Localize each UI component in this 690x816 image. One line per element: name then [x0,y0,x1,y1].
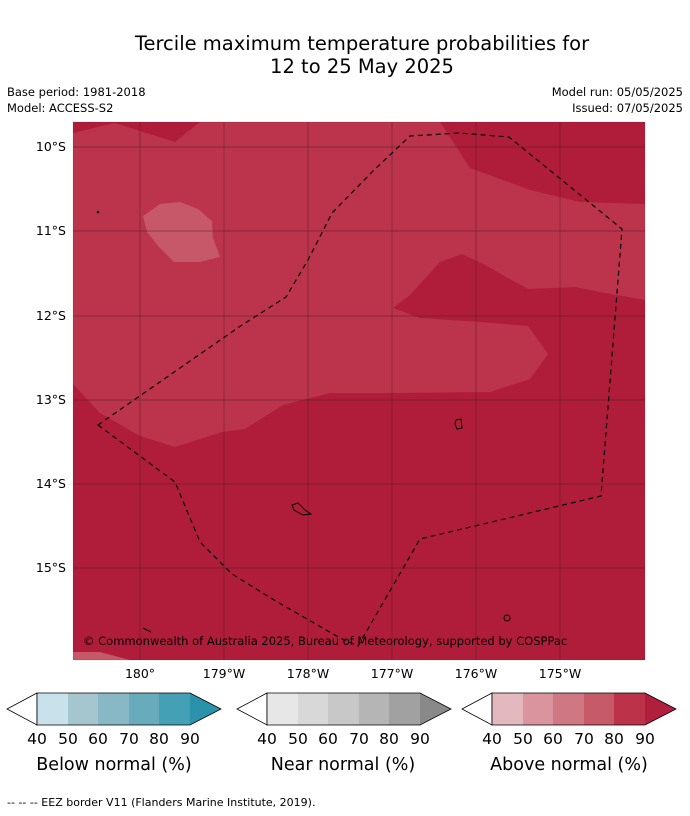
tick-above: 90 [635,730,655,748]
longitude-labels: 180° 179°W 178°W 177°W 176°W 175°W [125,666,581,681]
colorbar-min-arrow [461,692,493,726]
island-south-east [503,614,511,622]
colorbar-swatch [159,693,190,725]
map-frame [72,121,646,661]
island-nukulaelae [454,418,463,430]
shade-80-region [73,122,645,447]
colorbar-swatch [267,693,298,725]
colorbar-swatch [328,693,359,725]
colorbar-max-arrow [645,693,676,725]
colorbar-swatch [359,693,389,725]
tick-above: 70 [574,730,594,748]
shade-70-region [143,202,220,262]
colorbar-title-above: Above normal (%) [490,755,648,775]
eez-legend-note: -- -- -- EEZ border V11 (Flanders Marine… [7,796,316,809]
tick-near: 40 [257,730,277,748]
colorbar-titles: Below normal (%) Near normal (%) Above n… [36,755,648,775]
tick-near: 80 [379,730,399,748]
tick-below: 90 [180,730,200,748]
lat-label: 12°S [36,308,66,323]
tick-near: 90 [410,730,430,748]
graticule [73,122,645,660]
tick-below: 80 [149,730,169,748]
colorbar-swatch [298,693,328,725]
colorbar-title-near: Near normal (%) [271,755,416,775]
metadata-left: Base period: 1981-2018 Model: ACCESS-S2 [7,84,146,116]
colorbar-below-normal [6,692,222,726]
colorbar-swatch [68,693,98,725]
colorbar-swatch [614,693,645,725]
colorbar-near-normal [236,692,452,726]
base-period: Base period: 1981-2018 [7,85,146,99]
tick-above: 50 [513,730,533,748]
colorbar-swatch [37,693,68,725]
eez-border [96,132,623,647]
tick-below: 50 [58,730,78,748]
colorbar-ticks: 40 50 60 70 80 90 40 50 60 70 80 90 40 5… [27,730,655,748]
lon-label: 177°W [371,666,413,681]
colorbar-max-arrow [190,693,221,725]
island-funafuti [291,502,313,516]
copyright-text: © Commonwealth of Australia 2025, Bureau… [83,634,567,648]
lon-label: 179°W [203,666,245,681]
islands [96,210,511,633]
island-small-west [142,627,152,633]
colorbar-swatch [492,693,523,725]
lat-label: 11°S [36,223,66,238]
colorbar-swatch [553,693,584,725]
title-line-2: 12 to 25 May 2025 [270,55,454,78]
lat-label: 13°S [36,392,66,407]
lon-label: 180° [125,666,155,681]
island-north-west [96,210,100,214]
chart-title: Tercile maximum temperature probabilitie… [0,32,690,78]
metadata-right: Model run: 05/05/2025 Issued: 07/05/2025 [552,84,683,116]
lon-label: 175°W [539,666,581,681]
tick-below: 60 [88,730,108,748]
shade-70-strip [73,652,130,660]
latitude-labels: 10°S 11°S 12°S 13°S 14°S 15°S [36,139,66,575]
model-run: Model run: 05/05/2025 [551,85,683,99]
lat-label: 10°S [36,139,66,154]
colorbar-swatch [389,693,420,725]
colorbar-swatch [523,693,553,725]
colorbar-swatch [98,693,129,725]
tick-below: 40 [27,730,47,748]
lat-label: 15°S [36,560,66,575]
colorbar-min-arrow [236,692,268,726]
colorbar-min-arrow [6,692,38,726]
lon-label: 176°W [455,666,497,681]
tick-below: 70 [119,730,139,748]
issued-date: Issued: 07/05/2025 [572,101,683,115]
colorbar-swatch [129,693,159,725]
model-name: Model: ACCESS-S2 [7,101,114,115]
tick-above: 40 [482,730,502,748]
colorbar-max-arrow [420,693,451,725]
map-area: © Commonwealth of Australia 2025, Bureau… [73,122,645,660]
title-line-1: Tercile maximum temperature probabilitie… [134,32,590,55]
colorbar-swatch [584,693,614,725]
lat-label: 14°S [36,476,66,491]
lon-label: 178°W [287,666,329,681]
tick-above: 80 [604,730,624,748]
colorbar-above-normal [461,692,677,726]
tick-near: 70 [349,730,369,748]
tick-near: 50 [288,730,308,748]
colorbar-title-below: Below normal (%) [36,755,191,775]
tick-above: 60 [543,730,563,748]
tick-near: 60 [318,730,338,748]
